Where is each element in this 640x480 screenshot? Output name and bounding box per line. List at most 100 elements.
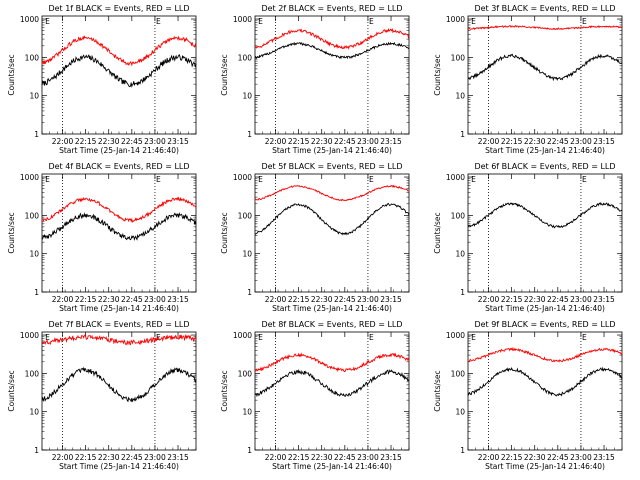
chart-title: Det 5f BLACK = Events, RED = LLD [261,162,402,171]
x-tick-label: 23:00 [357,453,379,462]
x-tick-label: 22:00 [265,453,287,462]
x-tick-label: 23:15 [380,137,402,146]
y-tick-label: 10 [29,250,39,259]
plot-frame [41,15,197,135]
series-line-events [254,368,410,398]
y-tick-label: 10 [455,250,465,259]
e-marker: E [582,17,587,26]
x-tick-label: 22:30 [524,295,546,304]
x-tick-label: 22:15 [75,453,97,462]
chart-title: Det 6f BLACK = Events, RED = LLD [474,162,615,171]
x-tick-label: 22:45 [547,137,569,146]
y-tick-label: 100 [238,53,253,62]
x-axis-label: Start Time (25-Jan-14 21:46:40) [59,146,179,155]
x-tick-label: 22:00 [52,137,74,146]
x-tick-label: 22:30 [98,137,120,146]
y-tick-label: 10 [242,92,252,101]
y-tick-label: 1000 [20,173,39,182]
plot-frame [467,15,623,135]
e-marker: E [582,333,587,342]
y-tick-label: 10 [242,408,252,417]
x-tick-label: 23:00 [570,295,592,304]
x-tick-label: 23:00 [144,137,166,146]
e-marker: E [471,333,476,342]
series-line-lld [254,352,410,373]
y-tick-label: 100 [25,53,40,62]
x-axis-label: Start Time (25-Jan-14 21:46:40) [485,146,605,155]
x-tick-label: 23:00 [570,137,592,146]
chart-title: Det 9f BLACK = Events, RED = LLD [474,320,615,329]
chart-panel-8: Det 8f BLACK = Events, RED = LLD 1 10 100 10… [220,320,410,471]
chart-panel-2: Det 2f BLACK = Events, RED = LLD 1 10 100 10… [220,4,410,155]
x-tick-label: 22:30 [98,453,120,462]
x-tick-label: 23:15 [167,295,189,304]
y-axis-label: Counts/sec [7,212,16,253]
y-tick-label: 100 [451,53,466,62]
series-line-events [467,201,623,229]
series-line-events [41,211,197,241]
y-tick-label: 1000 [446,331,465,340]
e-marker: E [369,17,374,26]
plot-frame [254,15,410,135]
x-tick-label: 22:00 [478,453,500,462]
y-axis-label: Counts/sec [220,54,229,95]
y-tick-label: 1000 [446,173,465,182]
y-tick-label: 10 [29,92,39,101]
x-tick-label: 23:15 [593,137,615,146]
chart-title: Det 3f BLACK = Events, RED = LLD [474,4,615,13]
y-tick-label: 1 [34,446,39,455]
series-line-events [41,366,197,403]
x-tick-label: 23:15 [593,295,615,304]
x-axis-label: Start Time (25-Jan-14 21:46:40) [59,304,179,313]
chart-panel-5: Det 5f BLACK = Events, RED = LLD 1 10 100 10… [220,162,410,313]
y-tick-label: 1000 [446,15,465,24]
y-axis-label: Counts/sec [220,370,229,411]
x-tick-label: 22:15 [288,295,310,304]
y-tick-label: 1 [34,130,39,139]
x-tick-label: 23:15 [380,453,402,462]
x-tick-label: 23:15 [167,137,189,146]
x-tick-label: 23:00 [144,295,166,304]
x-tick-label: 23:00 [357,137,379,146]
y-tick-label: 1 [460,288,465,297]
x-tick-label: 22:30 [311,295,333,304]
series-line-lld [467,346,623,363]
y-tick-label: 100 [25,211,40,220]
y-axis-label: Counts/sec [220,212,229,253]
chart-title: Det 2f BLACK = Events, RED = LLD [261,4,402,13]
x-tick-label: 22:00 [478,295,500,304]
y-tick-label: 1000 [233,15,252,24]
y-tick-label: 10 [455,408,465,417]
y-tick-label: 1 [34,288,39,297]
e-marker: E [156,175,161,184]
x-tick-label: 22:45 [121,295,143,304]
x-tick-label: 22:30 [311,137,333,146]
y-axis-label: Counts/sec [7,370,16,411]
e-marker: E [369,175,374,184]
y-tick-label: 100 [25,369,40,378]
x-axis-label: Start Time (25-Jan-14 21:46:40) [485,462,605,471]
y-axis-label: Counts/sec [433,212,442,253]
y-tick-label: 1000 [233,173,252,182]
e-marker: E [471,17,476,26]
series-line-events [254,203,410,236]
chart-panel-6: Det 6f BLACK = Events, RED = LLD 1 10 100 10… [433,162,623,313]
x-tick-label: 22:45 [334,453,356,462]
y-axis-label: Counts/sec [433,370,442,411]
series-line-lld [41,196,197,223]
e-marker: E [258,333,263,342]
y-tick-label: 100 [451,211,466,220]
y-tick-label: 10 [29,408,39,417]
x-tick-label: 22:45 [334,137,356,146]
x-tick-label: 22:45 [547,295,569,304]
x-tick-label: 22:00 [52,295,74,304]
series-line-events [467,53,623,82]
x-tick-label: 23:00 [570,453,592,462]
x-tick-label: 22:45 [334,295,356,304]
x-tick-label: 23:15 [593,453,615,462]
plot-frame [467,173,623,293]
x-tick-label: 23:15 [380,295,402,304]
e-marker: E [156,17,161,26]
e-marker: E [258,17,263,26]
